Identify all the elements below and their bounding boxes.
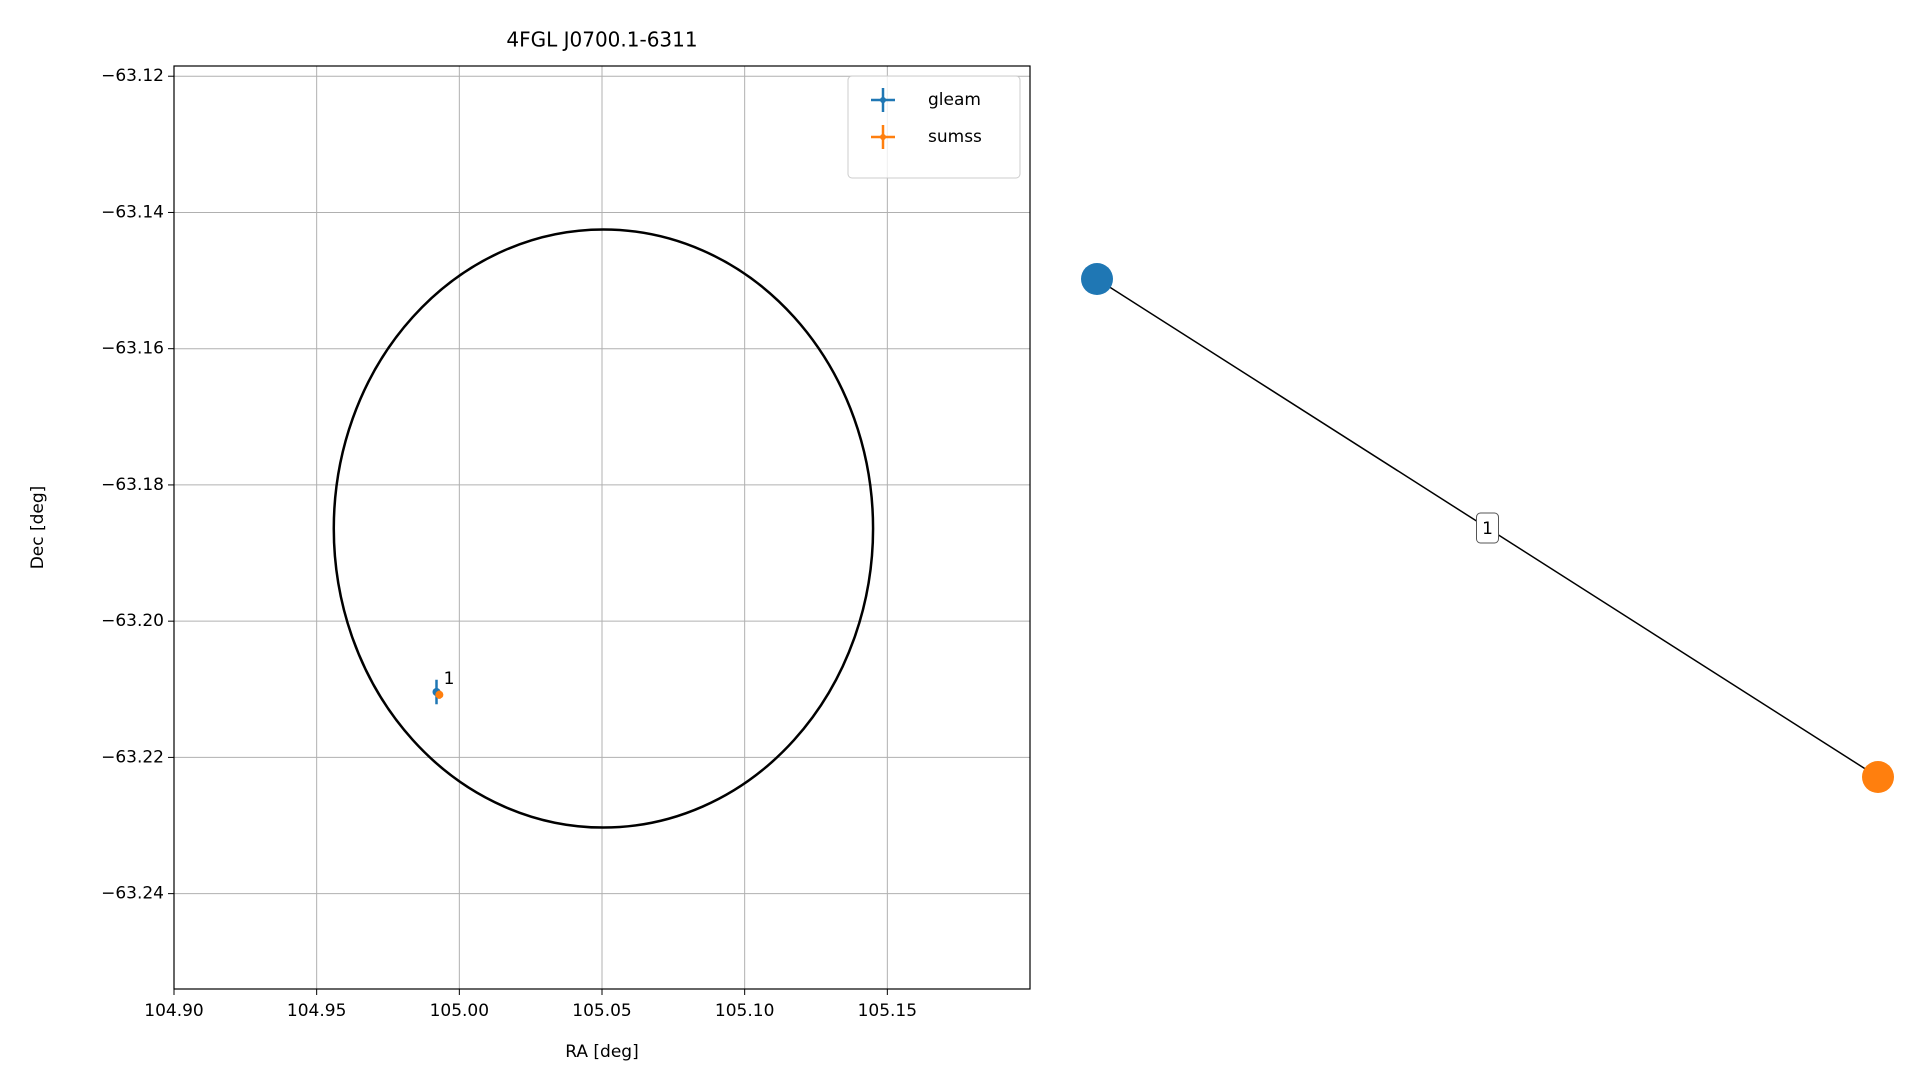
x-tick-label: 104.95 <box>287 1001 346 1021</box>
edge-label: 1 <box>1482 519 1493 539</box>
x-tick-label: 105.15 <box>858 1001 917 1021</box>
x-axis-label: RA [deg] <box>565 1042 638 1062</box>
legend-label: gleam <box>928 90 981 110</box>
legend-label: sumss <box>928 127 982 147</box>
y-tick-label: −63.14 <box>101 202 164 222</box>
y-tick-label: −63.20 <box>101 611 164 631</box>
x-tick-label: 105.10 <box>715 1001 774 1021</box>
y-tick-label: −63.18 <box>101 475 164 495</box>
node <box>1081 263 1113 295</box>
y-axis-label: Dec [deg] <box>28 486 48 570</box>
x-tick-label: 104.90 <box>144 1001 203 1021</box>
error-ellipse <box>332 228 875 829</box>
x-tick-label: 105.05 <box>572 1001 631 1021</box>
edge-label-box <box>1476 512 1499 544</box>
point <box>435 690 444 699</box>
y-tick-label: −63.22 <box>101 747 164 767</box>
legend-marker <box>880 97 886 103</box>
node <box>1862 761 1894 793</box>
chart-title: 4FGL J0700.1-6311 <box>506 28 697 52</box>
annotation: 1 <box>444 669 455 689</box>
legend-marker <box>880 134 886 140</box>
x-tick-label: 105.00 <box>430 1001 489 1021</box>
y-tick-label: −63.16 <box>101 339 164 359</box>
legend-box <box>847 75 1021 179</box>
y-tick-label: −63.24 <box>101 884 164 904</box>
y-tick-label: −63.12 <box>101 66 164 86</box>
axes-frame <box>173 65 1031 990</box>
